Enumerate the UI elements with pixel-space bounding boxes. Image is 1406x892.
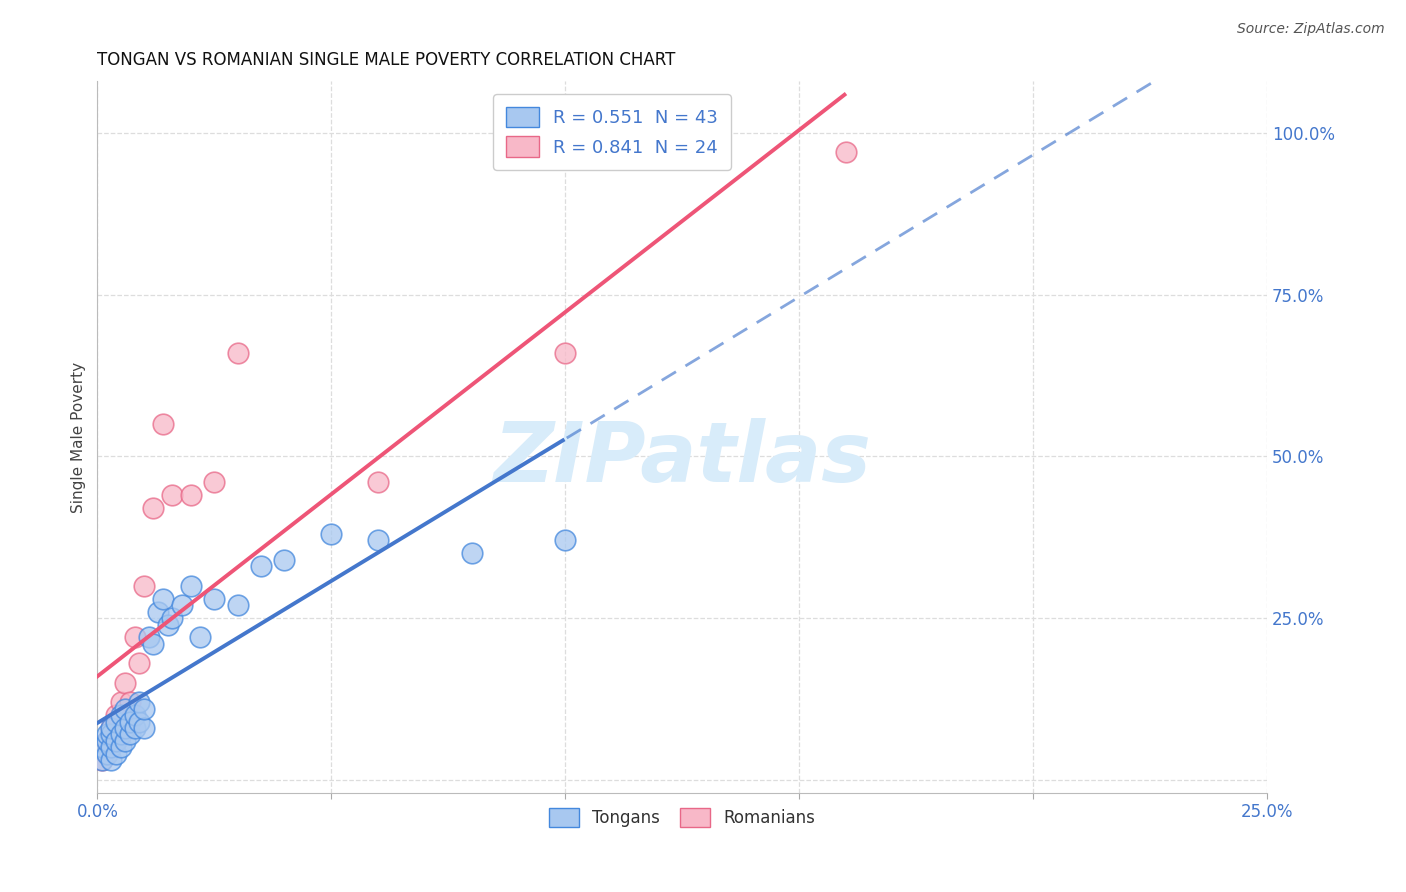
Text: TONGAN VS ROMANIAN SINGLE MALE POVERTY CORRELATION CHART: TONGAN VS ROMANIAN SINGLE MALE POVERTY C…: [97, 51, 676, 69]
Point: [170, 598, 193, 612]
Point: [124, 631, 146, 645]
Point: [460, 546, 482, 560]
Point: [96, 747, 118, 761]
Point: [202, 591, 225, 606]
Point: [91, 753, 114, 767]
Point: [835, 145, 858, 160]
Point: [146, 605, 169, 619]
Point: [110, 740, 132, 755]
Point: [105, 747, 128, 761]
Point: [110, 727, 132, 741]
Point: [100, 721, 122, 735]
Point: [142, 637, 165, 651]
Point: [120, 727, 142, 741]
Point: [156, 617, 179, 632]
Point: [134, 701, 156, 715]
Point: [128, 695, 150, 709]
Point: [105, 708, 128, 723]
Point: [124, 708, 146, 723]
Point: [188, 631, 211, 645]
Point: [110, 695, 132, 709]
Point: [91, 740, 114, 755]
Point: [114, 701, 136, 715]
Point: [100, 727, 122, 741]
Point: [180, 488, 202, 502]
Point: [554, 346, 576, 360]
Point: [128, 657, 150, 671]
Point: [554, 533, 576, 548]
Point: [180, 579, 202, 593]
Point: [142, 501, 165, 516]
Point: [124, 721, 146, 735]
Point: [96, 727, 118, 741]
Point: [105, 714, 128, 729]
Point: [120, 695, 142, 709]
Text: ZIPatlas: ZIPatlas: [494, 417, 872, 499]
Point: [367, 475, 389, 490]
Y-axis label: Single Male Poverty: Single Male Poverty: [72, 361, 86, 513]
Point: [96, 734, 118, 748]
Point: [367, 533, 389, 548]
Point: [114, 675, 136, 690]
Point: [100, 740, 122, 755]
Point: [114, 734, 136, 748]
Point: [128, 714, 150, 729]
Point: [138, 631, 160, 645]
Point: [114, 721, 136, 735]
Point: [100, 721, 122, 735]
Point: [134, 579, 156, 593]
Point: [321, 527, 343, 541]
Point: [152, 417, 174, 431]
Point: [110, 708, 132, 723]
Point: [226, 598, 249, 612]
Point: [273, 553, 295, 567]
Point: [134, 721, 156, 735]
Point: [100, 740, 122, 755]
Point: [91, 753, 114, 767]
Point: [202, 475, 225, 490]
Point: [250, 559, 273, 574]
Point: [105, 734, 128, 748]
Point: [120, 714, 142, 729]
Text: Source: ZipAtlas.com: Source: ZipAtlas.com: [1237, 22, 1385, 37]
Legend: Tongans, Romanians: Tongans, Romanians: [543, 802, 823, 834]
Point: [105, 734, 128, 748]
Point: [160, 488, 183, 502]
Point: [96, 747, 118, 761]
Point: [100, 753, 122, 767]
Point: [160, 611, 183, 625]
Point: [114, 721, 136, 735]
Point: [110, 727, 132, 741]
Point: [226, 346, 249, 360]
Point: [152, 591, 174, 606]
Point: [96, 734, 118, 748]
